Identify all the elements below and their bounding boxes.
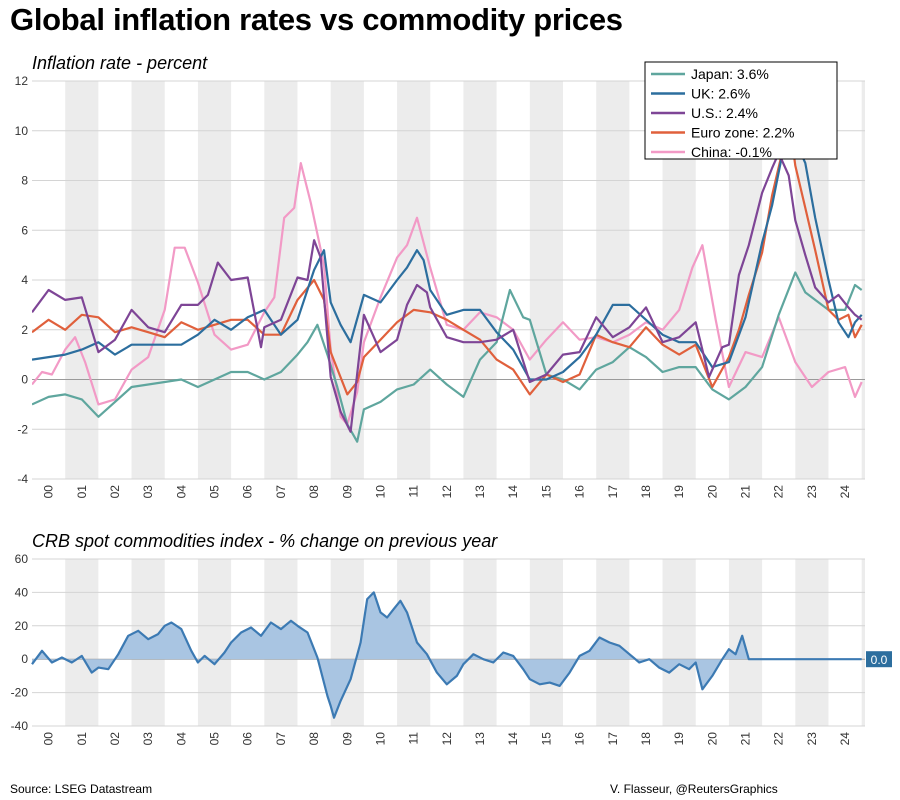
infl-x-tick-label: 06 (241, 485, 255, 499)
series-line-japan (32, 271, 863, 443)
infl-x-tick-label: 02 (108, 485, 122, 499)
crb-x-tick-label: 19 (672, 732, 686, 746)
infl-x-tick-label: 04 (174, 485, 188, 499)
crb-x-tick-label: 15 (539, 732, 553, 746)
infl-x-tick-label: 20 (705, 485, 719, 499)
crb-x-tick-label: 04 (174, 732, 188, 746)
crb-x-tick-label: 12 (440, 732, 454, 746)
inflation-chart-title: Inflation rate - percent (32, 53, 208, 73)
crb-x-tick-label: 08 (307, 732, 321, 746)
infl-x-tick-label: 19 (672, 485, 686, 499)
crb-y-tick-label: 20 (15, 619, 29, 633)
series-line-euro (32, 114, 863, 396)
crb-chart: -40 -20 0 20 40 60 00 01 02 03 04 05 06 07 08 09 10 11 12 1… (11, 552, 892, 746)
series-line-china (32, 162, 863, 426)
crb-x-tick-label: 23 (805, 732, 819, 746)
crb-x-tick-label: 03 (141, 732, 155, 746)
infl-x-tick-label: 14 (506, 485, 520, 499)
crb-year-band (795, 559, 829, 726)
crb-x-tick-label: 24 (838, 732, 852, 746)
legend-label-uk: UK: 2.6% (691, 86, 750, 102)
legend-label-us: U.S.: 2.4% (691, 105, 758, 121)
crb-y-tick-label: 0 (21, 652, 28, 666)
infl-x-tick-label: 24 (838, 485, 852, 499)
crb-x-tick-label: 09 (340, 732, 354, 746)
infl-x-tick-label: 00 (42, 485, 56, 499)
crb-x-tick-label: 02 (108, 732, 122, 746)
infl-y-tick-label: 10 (15, 124, 29, 138)
legend-box (644, 61, 838, 160)
crb-x-tick-label: 05 (208, 732, 222, 746)
crb-x-tick-label: 16 (573, 732, 587, 746)
crb-year-band (728, 559, 763, 726)
legend-label-china: China: -0.1% (691, 144, 772, 160)
infl-x-tick-label: 13 (473, 485, 487, 499)
crb-x-tick-label: 06 (241, 732, 255, 746)
crb-x-tick-label: 01 (75, 732, 89, 746)
crb-x-tick-label: 11 (407, 732, 421, 745)
infl-x-tick-label: 07 (274, 485, 288, 499)
infl-x-tick-label: 05 (208, 485, 222, 499)
infl-x-tick-label: 01 (75, 485, 89, 499)
infl-x-tick-label: 16 (573, 485, 587, 499)
crb-end-label-bg (866, 651, 892, 668)
infl-x-tick-label: 17 (606, 485, 620, 499)
crb-x-tick-label: 10 (373, 732, 387, 746)
crb-year-band (463, 559, 497, 726)
infl-x-tick-label: 22 (772, 485, 786, 499)
infl-x-tick-label: 12 (440, 485, 454, 499)
crb-line (31, 591, 862, 719)
infl-y-tick-label: 2 (21, 323, 28, 337)
infl-y-tick-label: -2 (17, 422, 28, 436)
crb-x-tick-label: 14 (506, 732, 520, 746)
crb-x-tick-label: 20 (705, 732, 719, 746)
infl-x-tick-label: 15 (539, 485, 553, 499)
crb-y-tick-label: -20 (11, 686, 29, 700)
infl-y-tick-label: 12 (15, 74, 29, 88)
crb-y-tick-label: 60 (15, 552, 29, 566)
crb-x-tick-label: 00 (42, 732, 56, 746)
infl-x-tick-label: 10 (373, 485, 387, 499)
infl-x-tick-label: 21 (739, 485, 753, 499)
crb-chart-title: CRB spot commodities index - % change on… (32, 531, 498, 551)
credit-note: V. Flasseur, @ReutersGraphics (610, 782, 778, 796)
infl-y-tick-label: 0 (21, 373, 28, 387)
crb-y-tick-label: -40 (11, 719, 29, 733)
crb-x-tick-label: 18 (639, 732, 653, 746)
infl-y-tick-label: 6 (21, 223, 28, 237)
infl-x-tick-label: 08 (307, 485, 321, 499)
infl-x-tick-label: 23 (805, 485, 819, 499)
infl-y-tick-label: 4 (21, 273, 28, 287)
series-line-us (32, 152, 863, 433)
crb-year-band (65, 559, 99, 726)
crb-x-tick-label: 13 (473, 732, 487, 746)
page-title: Global inflation rates vs commodity pric… (10, 2, 623, 37)
crb-x-tick-label: 21 (739, 732, 753, 746)
legend-label-euro: Euro zone: 2.2% (691, 125, 795, 141)
crb-year-band (529, 559, 563, 726)
series-line-uk (32, 117, 863, 381)
crb-x-tick-label: 07 (274, 732, 288, 746)
crb-end-label: 0.0 (871, 653, 888, 667)
crb-year-band (662, 559, 696, 726)
infl-x-tick-label: 09 (340, 485, 354, 499)
crb-y-tick-label: 40 (15, 585, 29, 599)
crb-year-band (861, 559, 865, 726)
infl-x-tick-label: 11 (407, 485, 421, 498)
source-note: Source: LSEG Datastream (10, 782, 153, 796)
infl-x-tick-label: 18 (639, 485, 653, 499)
infl-x-tick-label: 03 (141, 485, 155, 499)
infl-y-tick-label: -4 (17, 472, 28, 486)
crb-x-tick-label: 22 (772, 732, 786, 746)
infl-y-tick-label: 8 (21, 174, 28, 188)
crb-x-tick-label: 17 (606, 732, 620, 746)
crb-year-band (197, 559, 232, 726)
legend-label-japan: Japan: 3.6% (691, 66, 769, 82)
